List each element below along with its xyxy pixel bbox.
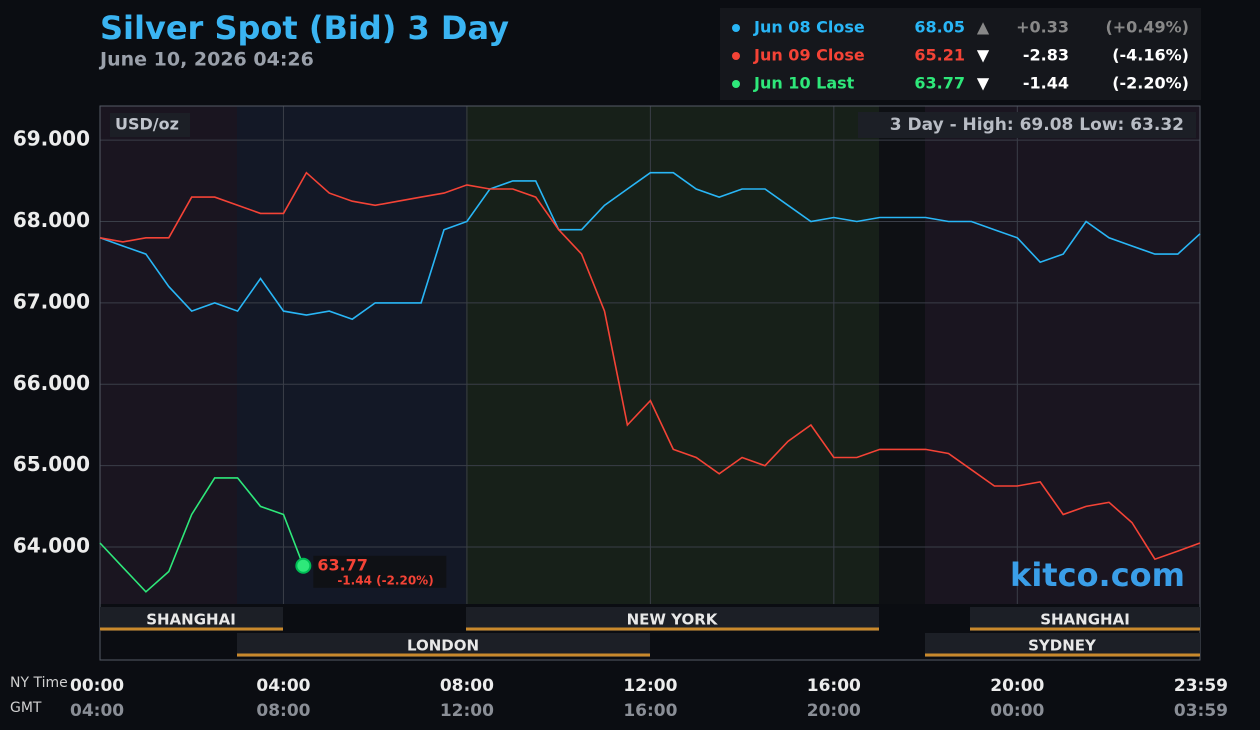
x2-tick-label: 00:00 (990, 701, 1044, 721)
x2-axis-label: GMT (10, 700, 42, 716)
session-lines (100, 627, 1200, 657)
legend-dot (732, 80, 740, 88)
session-shade (879, 106, 925, 604)
session-shade (466, 106, 879, 604)
x2-tick-label: 04:00 (70, 701, 124, 721)
legend-change-pct: (+0.49%) (1105, 18, 1189, 37)
legend-change: -2.83 (1023, 46, 1069, 65)
x-tick-label: 04:00 (256, 676, 310, 696)
legend-arrow: ▼ (977, 46, 990, 65)
x-tick-label: 20:00 (990, 676, 1044, 696)
y-tick-label: 66.000 (13, 371, 90, 395)
session-bar (466, 607, 879, 631)
x2-tick-label: 08:00 (256, 701, 310, 721)
legend-value: 65.21 (914, 46, 965, 65)
legend-value: 68.05 (914, 18, 965, 37)
legend-name: Jun 09 Close (753, 46, 865, 65)
subtitle: June 10, 2026 04:26 (98, 49, 314, 71)
series-line (99, 171, 1201, 321)
x-tick-label: 00:00 (70, 676, 124, 696)
legend-change-pct: (-2.20%) (1112, 74, 1189, 93)
watermark: kitco.com (1010, 556, 1185, 594)
y-tick-label: 64.000 (13, 534, 90, 558)
last-point (295, 557, 312, 574)
legend-name: Jun 08 Close (753, 18, 865, 37)
x2-tick-label: 20:00 (807, 701, 861, 721)
session-bar (970, 607, 1200, 631)
legend: Jun 08 Close 68.05 ▲ +0.33 (+0.49%) Jun 09 Cl… (732, 18, 1189, 93)
series-line (99, 171, 1201, 561)
range-note: 3 Day - High: 69.08 Low: 63.32 (890, 115, 1184, 135)
legend-value: 63.77 (914, 74, 965, 93)
session-bar (237, 633, 650, 657)
legend-arrow: ▲ (977, 18, 990, 37)
range-box (858, 112, 1196, 138)
y-tick-label: 68.000 (13, 208, 90, 232)
legend-change: -1.44 (1023, 74, 1069, 93)
session-label: SHANGHAI (146, 611, 236, 629)
session-bar (100, 607, 283, 631)
legend-dot (732, 52, 740, 60)
last-change: -1.44 (-2.20%) (337, 573, 433, 587)
session-shade (925, 106, 1200, 604)
x-tick-label: 16:00 (807, 676, 861, 696)
x2-tick-label: 16:00 (623, 701, 677, 721)
legend-arrow: ▼ (977, 74, 990, 93)
chart-title: Silver Spot (Bid) 3 Day (100, 9, 509, 47)
legend-change: +0.33 (1016, 18, 1069, 37)
x2-tick-label: 03:59 (1174, 701, 1228, 721)
session-shade (237, 106, 466, 604)
series-line (99, 477, 305, 593)
x2-tick-label: 12:00 (440, 701, 494, 721)
x-tick-label: 23:59 (1174, 676, 1228, 696)
legend-dot (732, 24, 740, 32)
unit-box (110, 113, 190, 137)
last-label-box (313, 555, 447, 588)
session-label: NEW YORK (627, 611, 719, 629)
session-label: LONDON (407, 637, 479, 655)
session-label: SYDNEY (1028, 637, 1097, 655)
x-tick-label: 12:00 (623, 676, 677, 696)
x-axis-label: NY Time (10, 675, 68, 691)
unit-label: USD/oz (115, 115, 179, 134)
legend-name: Jun 10 Last (753, 74, 855, 93)
x-tick-label: 08:00 (440, 676, 494, 696)
session-shade (100, 106, 237, 604)
plot-frame (99, 105, 1201, 661)
session-label: SHANGHAI (1040, 611, 1130, 629)
y-tick-label: 69.000 (13, 127, 90, 151)
session-bar (925, 633, 1200, 657)
y-tick-label: 65.000 (13, 452, 90, 476)
y-tick-label: 67.000 (13, 289, 90, 313)
legend-box (720, 8, 1201, 100)
legend-change-pct: (-4.16%) (1112, 46, 1189, 65)
last-label: 63.77 (317, 555, 368, 574)
grid (99, 106, 1201, 604)
